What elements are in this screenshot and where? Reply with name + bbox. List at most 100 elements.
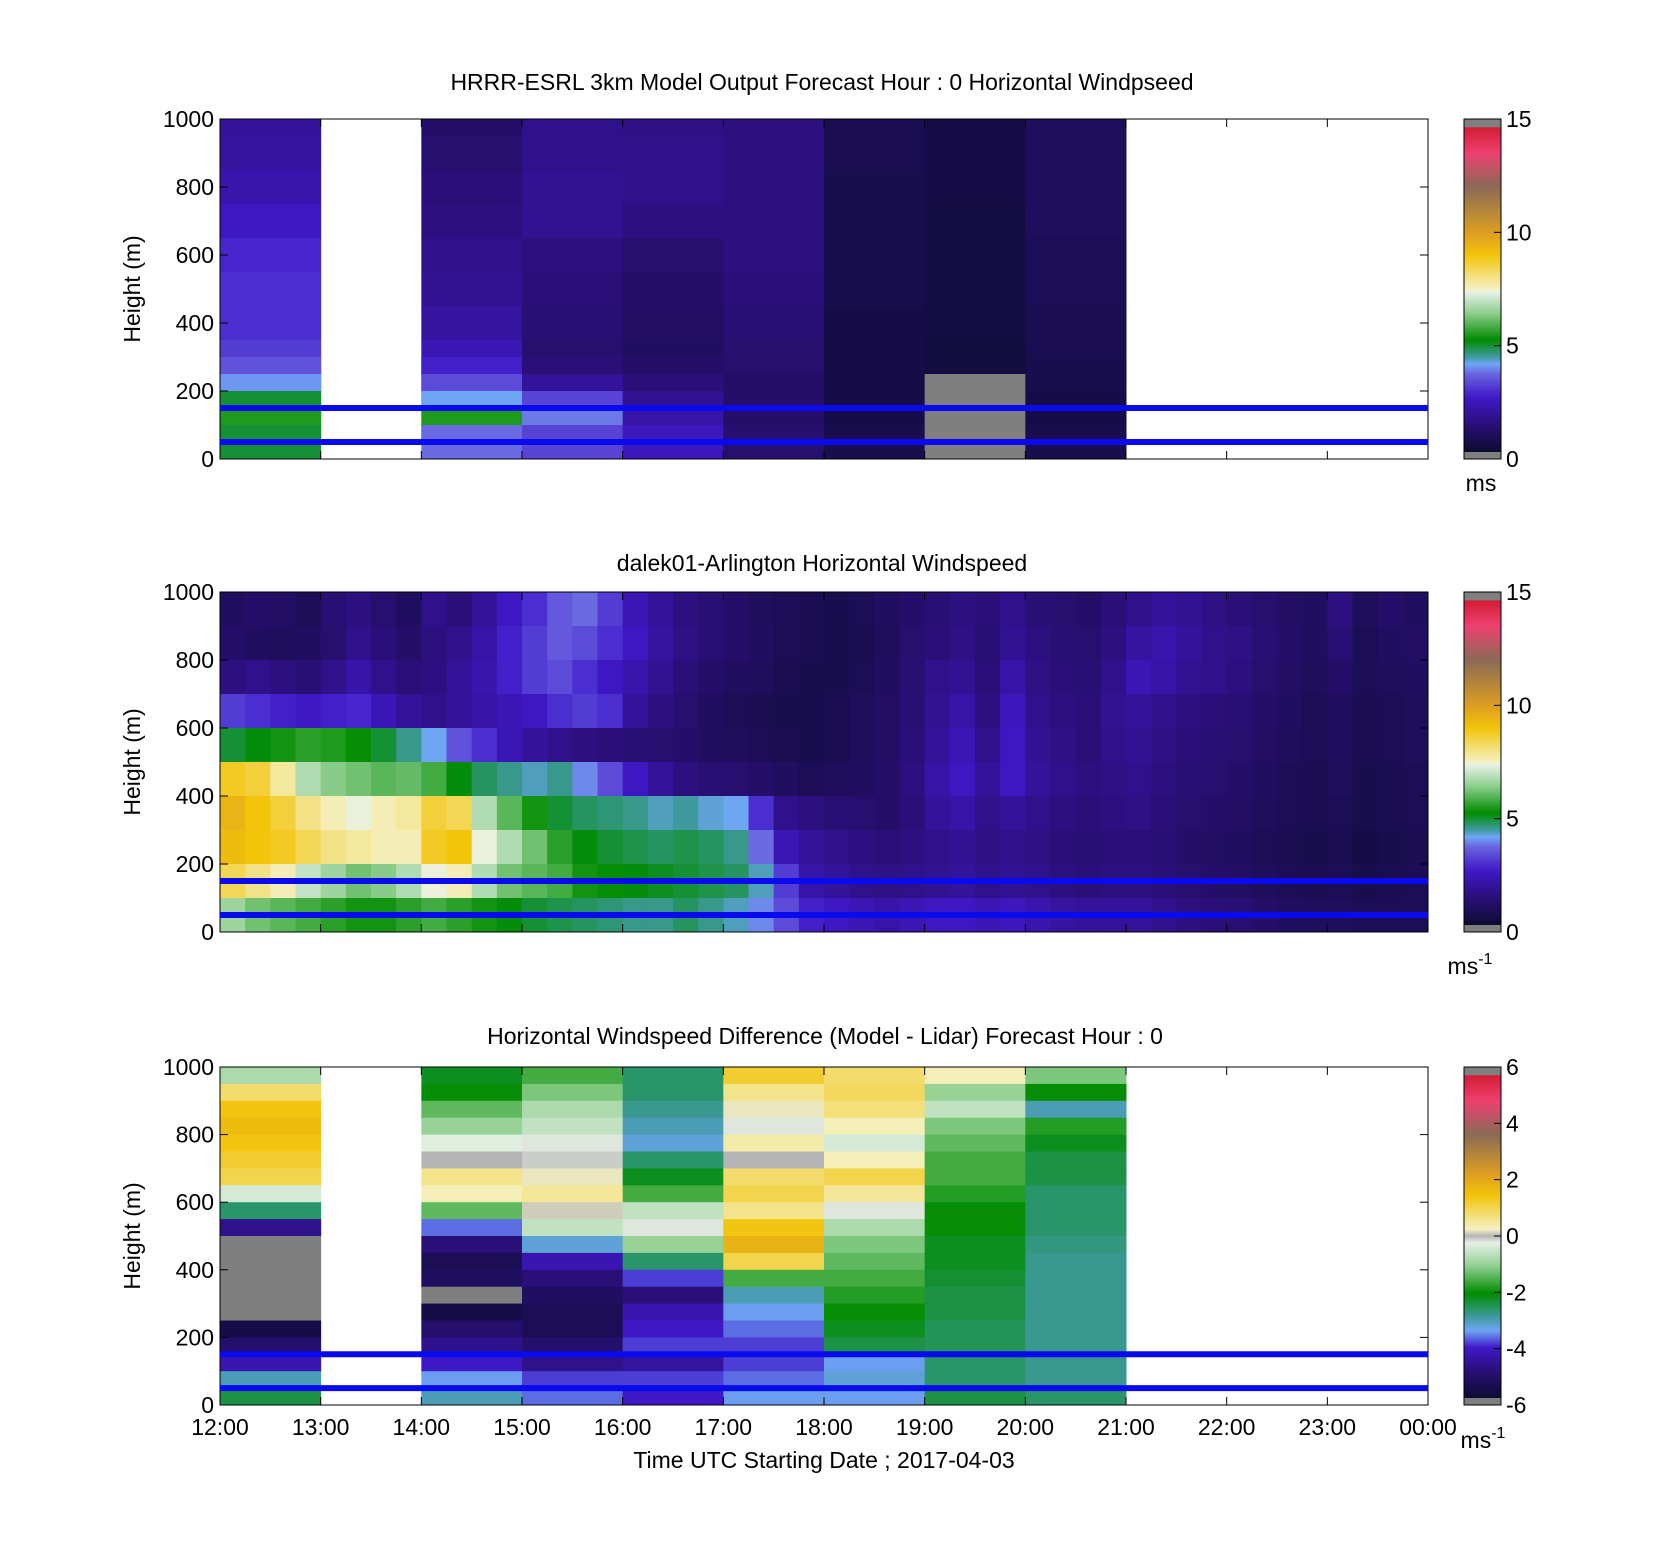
reference-lines	[220, 1351, 1428, 1392]
heatmap-cell	[446, 830, 473, 865]
heatmap-cell	[723, 1388, 825, 1406]
heatmap-cell	[622, 1252, 724, 1271]
heatmap-cell	[723, 1134, 825, 1152]
heatmap-cell	[1126, 694, 1152, 729]
heatmap-cell	[396, 592, 422, 627]
heatmap-cell	[1025, 1202, 1127, 1220]
heatmap-cell	[899, 694, 926, 729]
heatmap-cell	[1050, 660, 1077, 695]
heatmap-cell	[1176, 796, 1202, 831]
heatmap-cell	[949, 830, 976, 865]
heatmap-cell	[824, 204, 926, 239]
heatmap-cell	[371, 796, 397, 831]
heatmap-cell	[597, 694, 624, 729]
heatmap-cell	[1025, 1337, 1127, 1355]
heatmap-cell	[924, 272, 1026, 307]
heatmap-cell	[1377, 830, 1404, 865]
heatmap-cell	[220, 119, 322, 137]
heatmap-cell	[1327, 592, 1353, 627]
heatmap-cell	[899, 796, 926, 831]
heatmap-cell	[824, 1269, 926, 1288]
colorbar-tick-label: 15	[1506, 579, 1532, 605]
heatmap-cell	[1176, 728, 1202, 763]
heatmap-cell	[220, 170, 322, 205]
y-axis-label: Height (m)	[119, 708, 145, 815]
heatmap-cell	[522, 1100, 624, 1119]
heatmap-cell	[647, 592, 674, 627]
heatmap-cell	[1302, 592, 1328, 627]
heatmap-cell	[899, 830, 926, 865]
heatmap-cell	[1352, 830, 1379, 865]
heatmap-cell	[1402, 694, 1429, 729]
heatmap-cell	[622, 1219, 724, 1237]
heatmap-cell	[421, 728, 447, 763]
heatmap-cell	[496, 660, 523, 695]
heatmap-cell	[723, 1100, 825, 1119]
heatmap-cell	[924, 796, 951, 831]
heatmap-cell	[1050, 796, 1077, 831]
colorbar-unit: ms-1	[1461, 1425, 1506, 1453]
heatmap-cell	[421, 1354, 523, 1372]
heatmap-cell	[773, 728, 800, 763]
heatmap-cell	[824, 1320, 926, 1338]
heatmap-cell	[1151, 626, 1177, 661]
heatmap-cell	[723, 1303, 825, 1321]
heatmap-cell	[824, 1286, 926, 1305]
heatmap-cell	[1327, 694, 1353, 729]
heatmap-cell	[1327, 796, 1353, 831]
heatmap-cell	[220, 592, 246, 627]
heatmap-cell	[1025, 136, 1127, 171]
heatmap-cell	[1151, 660, 1177, 695]
heatmap-cell	[824, 1252, 926, 1271]
heatmap-cell	[723, 626, 749, 661]
heatmap-cell	[1402, 762, 1429, 797]
heatmap-cell	[496, 626, 523, 661]
heatmap-cell	[220, 1337, 322, 1355]
heatmap-cell	[522, 170, 624, 205]
heatmap-cell	[1201, 830, 1228, 865]
heatmap-cell	[1075, 694, 1102, 729]
heatmap-cell	[522, 728, 548, 763]
heatmap-cell	[1226, 830, 1253, 865]
heatmap-cell	[597, 830, 624, 865]
heatmap-cell	[1176, 592, 1202, 627]
heatmap-cell	[723, 204, 825, 239]
heatmap-cell	[698, 694, 724, 729]
heatmap-cell	[522, 1202, 624, 1220]
heatmap-cell	[698, 660, 724, 695]
heatmap-cell	[1025, 592, 1051, 627]
heatmap-cell	[1025, 1354, 1127, 1372]
heatmap-cell	[1000, 796, 1026, 831]
heatmap-cell	[295, 592, 322, 627]
x-axis	[219, 592, 1429, 932]
y-tick-label: 600	[176, 1189, 214, 1215]
heatmap-cell	[622, 762, 649, 797]
heatmap-cell	[1377, 796, 1404, 831]
heatmap-cell	[924, 1388, 1026, 1406]
heatmap-cell	[471, 728, 498, 763]
heatmap-cell	[1025, 1083, 1127, 1102]
heatmap-cell	[1402, 796, 1429, 831]
heatmap-cell	[597, 660, 624, 695]
heatmap-cell	[220, 762, 246, 797]
heatmap-cell	[1025, 660, 1051, 695]
heatmap-cell	[723, 796, 749, 831]
heatmap-cell	[723, 1067, 825, 1085]
heatmap-cell	[446, 660, 473, 695]
heatmap-cell	[824, 592, 850, 627]
colorbar-unit: ms	[1466, 470, 1497, 496]
heatmap-cell	[245, 660, 271, 695]
heatmap-cell	[1277, 762, 1303, 797]
heatmap-cell	[421, 306, 523, 341]
heatmap-cell	[522, 119, 624, 137]
heatmap-cell	[446, 626, 473, 661]
heatmap-cell	[874, 762, 900, 797]
colorbar-tick-label: 4	[1506, 1110, 1519, 1136]
heatmap-cell	[270, 660, 296, 695]
y-tick-label: 1000	[163, 1054, 214, 1080]
heatmap-cell	[1226, 660, 1253, 695]
x-tick-label: 19:00	[896, 1414, 954, 1440]
heatmap-cell	[773, 830, 800, 865]
heatmap-cell	[245, 626, 271, 661]
